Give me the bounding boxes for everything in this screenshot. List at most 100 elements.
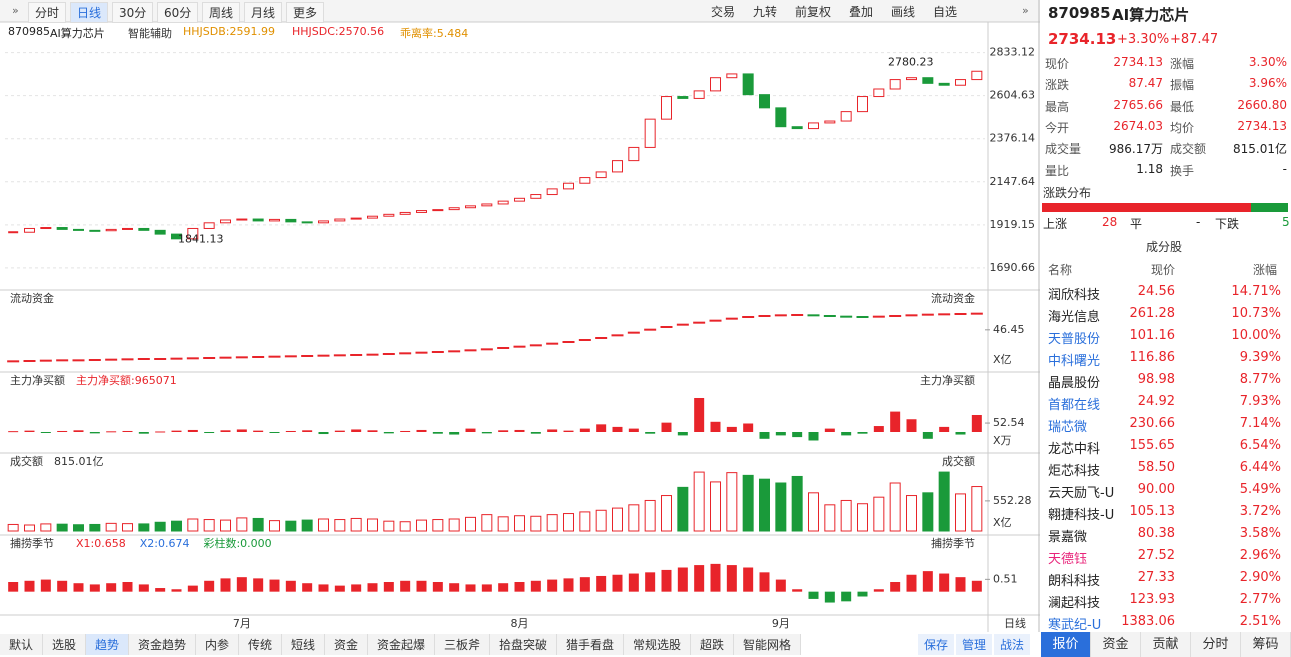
- candle: [105, 228, 117, 232]
- bottom-tab[interactable]: 常规选股: [624, 634, 692, 655]
- bar: [906, 419, 917, 432]
- bar: [841, 431, 852, 436]
- candle: [579, 177, 591, 184]
- x-tick-label: 8月: [511, 617, 529, 630]
- flow-mark: [905, 314, 918, 317]
- expand-icon[interactable]: »: [1022, 4, 1029, 17]
- bar: [57, 430, 68, 432]
- bottom-tab[interactable]: 超跌: [691, 634, 735, 655]
- stock-name[interactable]: 景嘉微: [1048, 530, 1088, 545]
- stock-pct: 9.39%: [1239, 350, 1281, 365]
- bar: [596, 424, 607, 432]
- stock-name[interactable]: 云天励飞-U: [1048, 486, 1115, 501]
- toolbar-button[interactable]: 分时: [28, 2, 67, 23]
- bottom-tab[interactable]: 短线: [282, 634, 326, 655]
- bar: [645, 431, 656, 434]
- flow-mark: [203, 357, 216, 359]
- bottom-tab[interactable]: 趋势: [86, 634, 130, 655]
- stock-name[interactable]: 润欣科技: [1048, 288, 1101, 303]
- bar: [579, 577, 590, 592]
- bar: [383, 431, 394, 434]
- toolbar-button[interactable]: 九转: [753, 5, 778, 19]
- toolbar-button[interactable]: 交易: [711, 5, 736, 19]
- toolbar-button[interactable]: 叠加: [849, 5, 874, 19]
- bar: [743, 567, 754, 592]
- bar: [187, 429, 198, 432]
- flow-mark: [954, 313, 967, 315]
- stock-name[interactable]: 瑞芯微: [1048, 420, 1088, 435]
- bar: [890, 582, 901, 592]
- bar: [40, 431, 51, 433]
- candle: [285, 218, 297, 223]
- y-tick-label: 2376.14: [990, 132, 1036, 145]
- volume-bar: [465, 516, 476, 532]
- flow-mark: [513, 345, 526, 348]
- candle: [612, 160, 623, 173]
- toolbar-button[interactable]: 月线: [244, 2, 283, 23]
- stock-name[interactable]: 朗科科技: [1048, 574, 1101, 589]
- flow-mark: [709, 319, 722, 322]
- bottom-action[interactable]: 管理: [956, 634, 993, 655]
- toolbar-button[interactable]: 周线: [202, 2, 241, 23]
- flow-mark: [791, 314, 804, 316]
- stock-name[interactable]: 海光信息: [1048, 310, 1101, 325]
- candle: [595, 171, 607, 179]
- toolbar-button[interactable]: 60分: [157, 2, 199, 23]
- bar: [726, 426, 737, 432]
- bottom-tab[interactable]: 资金起爆: [368, 634, 436, 655]
- stock-pct: 14.71%: [1231, 284, 1281, 299]
- stock-name[interactable]: 天普股份: [1048, 332, 1101, 347]
- bottom-tab[interactable]: 猎手看盘: [557, 634, 625, 655]
- stock-name[interactable]: 中科曙光: [1048, 354, 1101, 369]
- flow-mark: [7, 360, 20, 363]
- quote-tab[interactable]: 筹码: [1241, 632, 1291, 657]
- stock-name[interactable]: 龙芯中科: [1048, 442, 1101, 457]
- bottom-tab[interactable]: 内参: [196, 634, 240, 655]
- stock-name[interactable]: 澜起科技: [1048, 596, 1101, 611]
- bar: [220, 578, 231, 592]
- bar: [955, 577, 966, 592]
- unit-label: X万: [993, 434, 1012, 447]
- bar: [857, 431, 868, 434]
- stock-name[interactable]: 寒武纪-U: [1048, 618, 1102, 633]
- quote-tab[interactable]: 报价: [1041, 632, 1091, 657]
- bottom-tab[interactable]: 传统: [239, 634, 283, 655]
- quote-tab[interactable]: 分时: [1191, 632, 1241, 657]
- quote-tab[interactable]: 贡献: [1141, 632, 1191, 657]
- panel-readout: X2:0.674: [140, 537, 190, 550]
- stock-name[interactable]: 翱捷科技-U: [1048, 508, 1115, 523]
- bottom-tab[interactable]: 资金趋势: [129, 634, 197, 655]
- collapse-icon[interactable]: »: [12, 4, 19, 17]
- toolbar-button[interactable]: 前复权: [795, 5, 832, 19]
- bar: [171, 430, 182, 432]
- stock-pct: 6.44%: [1239, 460, 1281, 475]
- panel-title: 成交额: [10, 454, 43, 468]
- y-tick-label: 2147.64: [990, 175, 1036, 188]
- bottom-tab[interactable]: 拾盘突破: [490, 634, 558, 655]
- stock-name[interactable]: 首都在线: [1048, 398, 1101, 413]
- stock-name[interactable]: 炬芯科技: [1048, 464, 1101, 479]
- stock-name[interactable]: 天德钰: [1048, 552, 1088, 567]
- bottom-action[interactable]: 战法: [994, 634, 1031, 655]
- toolbar-button[interactable]: 画线: [891, 5, 916, 19]
- bottom-tab[interactable]: 智能网格: [734, 634, 802, 655]
- toolbar-button[interactable]: 更多: [286, 2, 325, 23]
- assist[interactable]: 智能辅助: [128, 27, 172, 40]
- toolbar-button[interactable]: 30分: [112, 2, 154, 23]
- toolbar-button[interactable]: 自选: [933, 5, 958, 19]
- flow-mark: [56, 359, 69, 362]
- toolbar-button[interactable]: 日线: [70, 2, 109, 23]
- bottom-tab[interactable]: 资金: [325, 634, 369, 655]
- bottom-tab[interactable]: 三板斧: [435, 634, 491, 655]
- flow-mark: [72, 359, 85, 362]
- flow-mark: [970, 312, 983, 315]
- bottom-tab[interactable]: 选股: [43, 634, 87, 655]
- bar: [547, 579, 558, 592]
- bottom-action[interactable]: 保存: [918, 634, 955, 655]
- stock-name[interactable]: 晶晨股份: [1048, 376, 1101, 391]
- bottom-tab[interactable]: 默认: [0, 634, 44, 655]
- volume-bar: [448, 518, 460, 532]
- quote-tab[interactable]: 资金: [1091, 632, 1141, 657]
- bar: [547, 429, 558, 432]
